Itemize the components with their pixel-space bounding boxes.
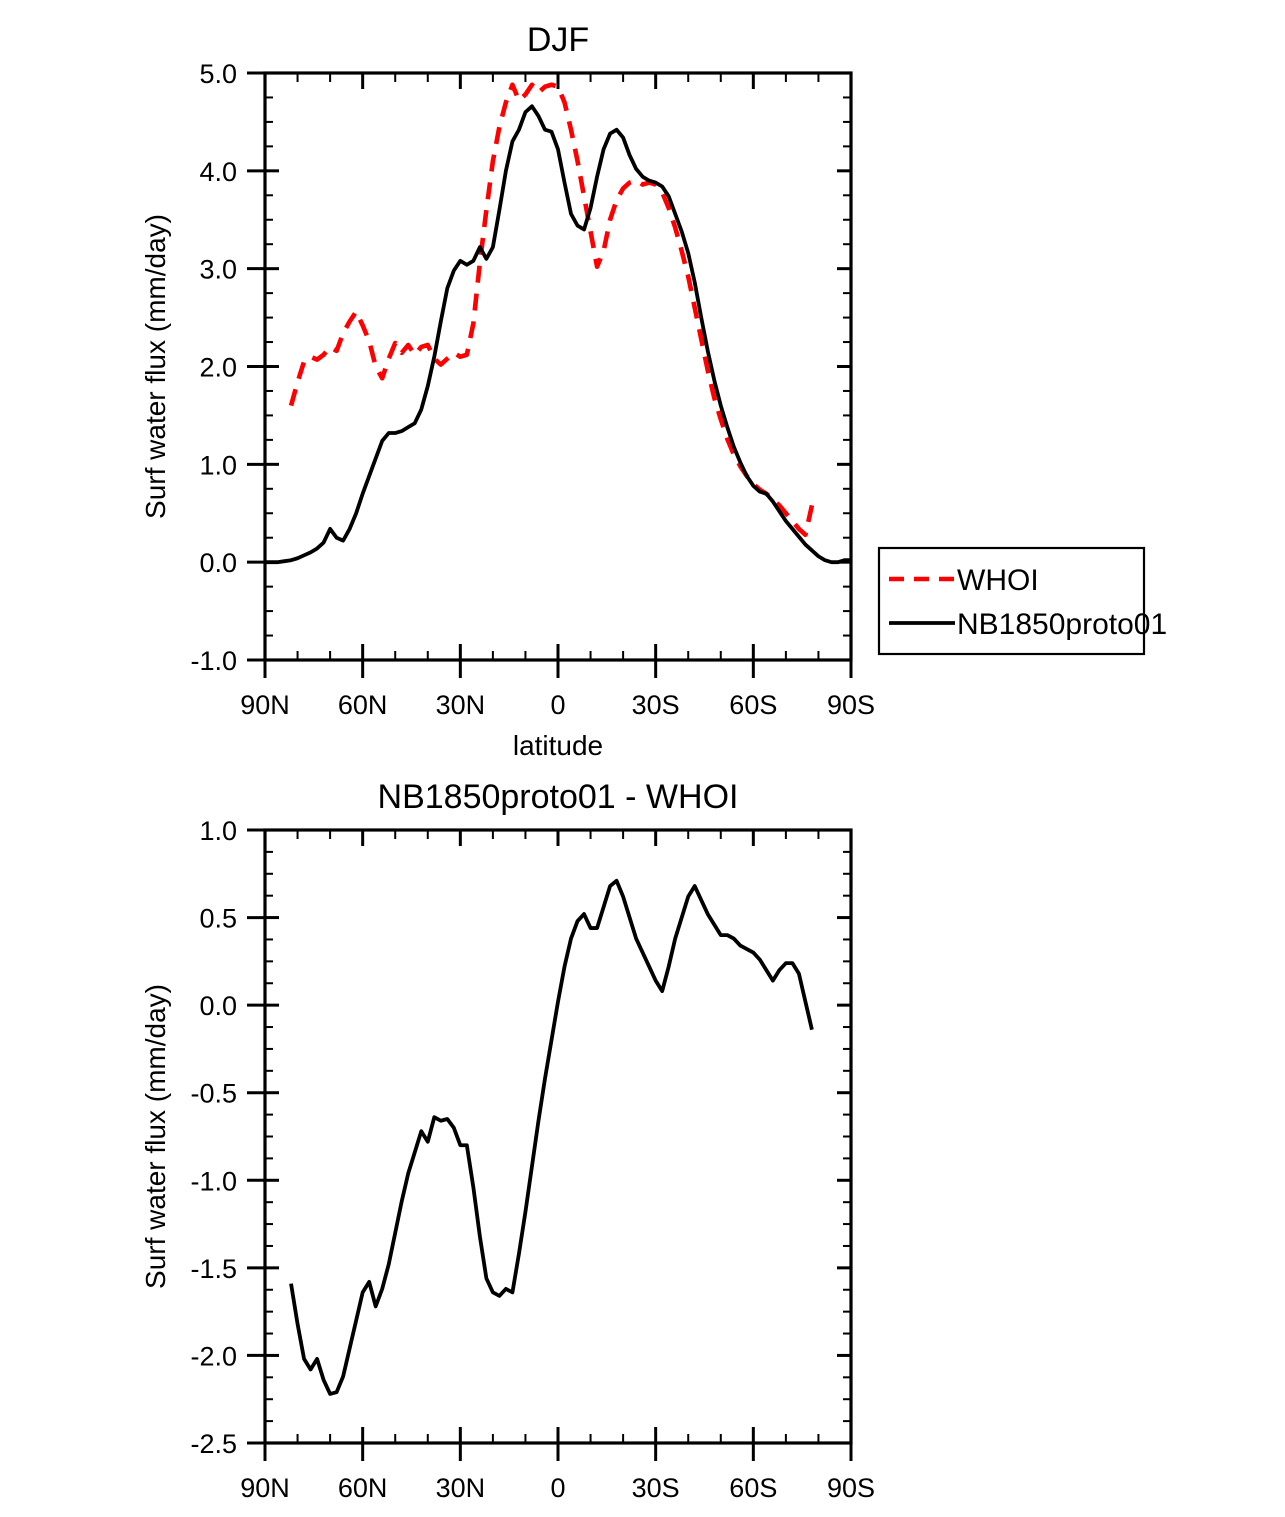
y-tick-label: 0.0 (199, 548, 237, 578)
x-tick-label: 0 (550, 690, 565, 720)
y-tick-label: -2.0 (190, 1341, 237, 1371)
x-axis-ticks: 90N 60N 30N 0 30S 60S 90S (240, 830, 875, 1503)
y-tick-label: 2.0 (199, 353, 237, 383)
series-line-nb1850proto01 (265, 104, 851, 565)
y-axis-label: Surf water flux (mm/day) (140, 984, 171, 1289)
x-tick-label: 60N (338, 690, 388, 720)
series-group (289, 878, 814, 1396)
y-tick-label: 3.0 (199, 255, 237, 285)
plot-frame (263, 828, 853, 1445)
x-axis-ticks: 90N 60N 30N 0 30S 60S 90S (240, 73, 875, 720)
x-tick-label: 90N (240, 1473, 290, 1503)
x-tick-label: 0 (550, 1473, 565, 1503)
y-tick-label: -1.0 (190, 1166, 237, 1196)
x-tick-label: 30S (632, 1473, 680, 1503)
legend-label-nb1850proto01: NB1850proto01 (957, 608, 1167, 641)
legend-box (877, 546, 1146, 656)
y-tick-label: 1.0 (199, 816, 237, 846)
legend: WHOI NB1850proto01 (877, 546, 1167, 656)
panel-title: DJF (527, 21, 589, 59)
x-tick-label: 90S (827, 1473, 875, 1503)
y-tick-label: -1.0 (190, 646, 237, 676)
x-tick-label: 60N (338, 1473, 388, 1503)
y-tick-label: 4.0 (199, 157, 237, 187)
x-tick-label: 30N (436, 690, 486, 720)
x-axis-label: latitude (513, 1513, 603, 1517)
series-line-nb1850proto01-whoi (289, 878, 814, 1396)
legend-label-whoi: WHOI (957, 564, 1039, 597)
x-tick-label: 30S (632, 690, 680, 720)
x-axis-label: latitude (513, 730, 603, 761)
y-tick-label: -0.5 (190, 1079, 237, 1109)
x-tick-label: 60S (729, 690, 777, 720)
y-axis-ticks: 1.0 0.5 0.0 -0.5 -1.0 -1.5 -2.0 -2.5 (190, 816, 851, 1459)
x-tick-label: 60S (729, 1473, 777, 1503)
y-tick-label: 1.0 (199, 450, 237, 480)
y-axis-ticks: 5.0 4.0 3.0 2.0 1.0 0.0 -1.0 (190, 59, 851, 676)
plot-frame (263, 71, 853, 662)
x-tick-label: 90S (827, 690, 875, 720)
y-tick-label: -2.5 (190, 1429, 237, 1459)
y-tick-label: 5.0 (199, 59, 237, 89)
y-tick-label: 0.0 (199, 991, 237, 1021)
series-line-whoi (288, 82, 815, 538)
x-tick-label: 30N (436, 1473, 486, 1503)
x-tick-label: 90N (240, 690, 290, 720)
y-tick-label: 0.5 (199, 904, 237, 934)
y-tick-label: -1.5 (190, 1254, 237, 1284)
series-group (265, 82, 851, 565)
panel-title: NB1850proto01 - WHOI (378, 778, 739, 816)
y-axis-label: Surf water flux (mm/day) (140, 214, 171, 519)
